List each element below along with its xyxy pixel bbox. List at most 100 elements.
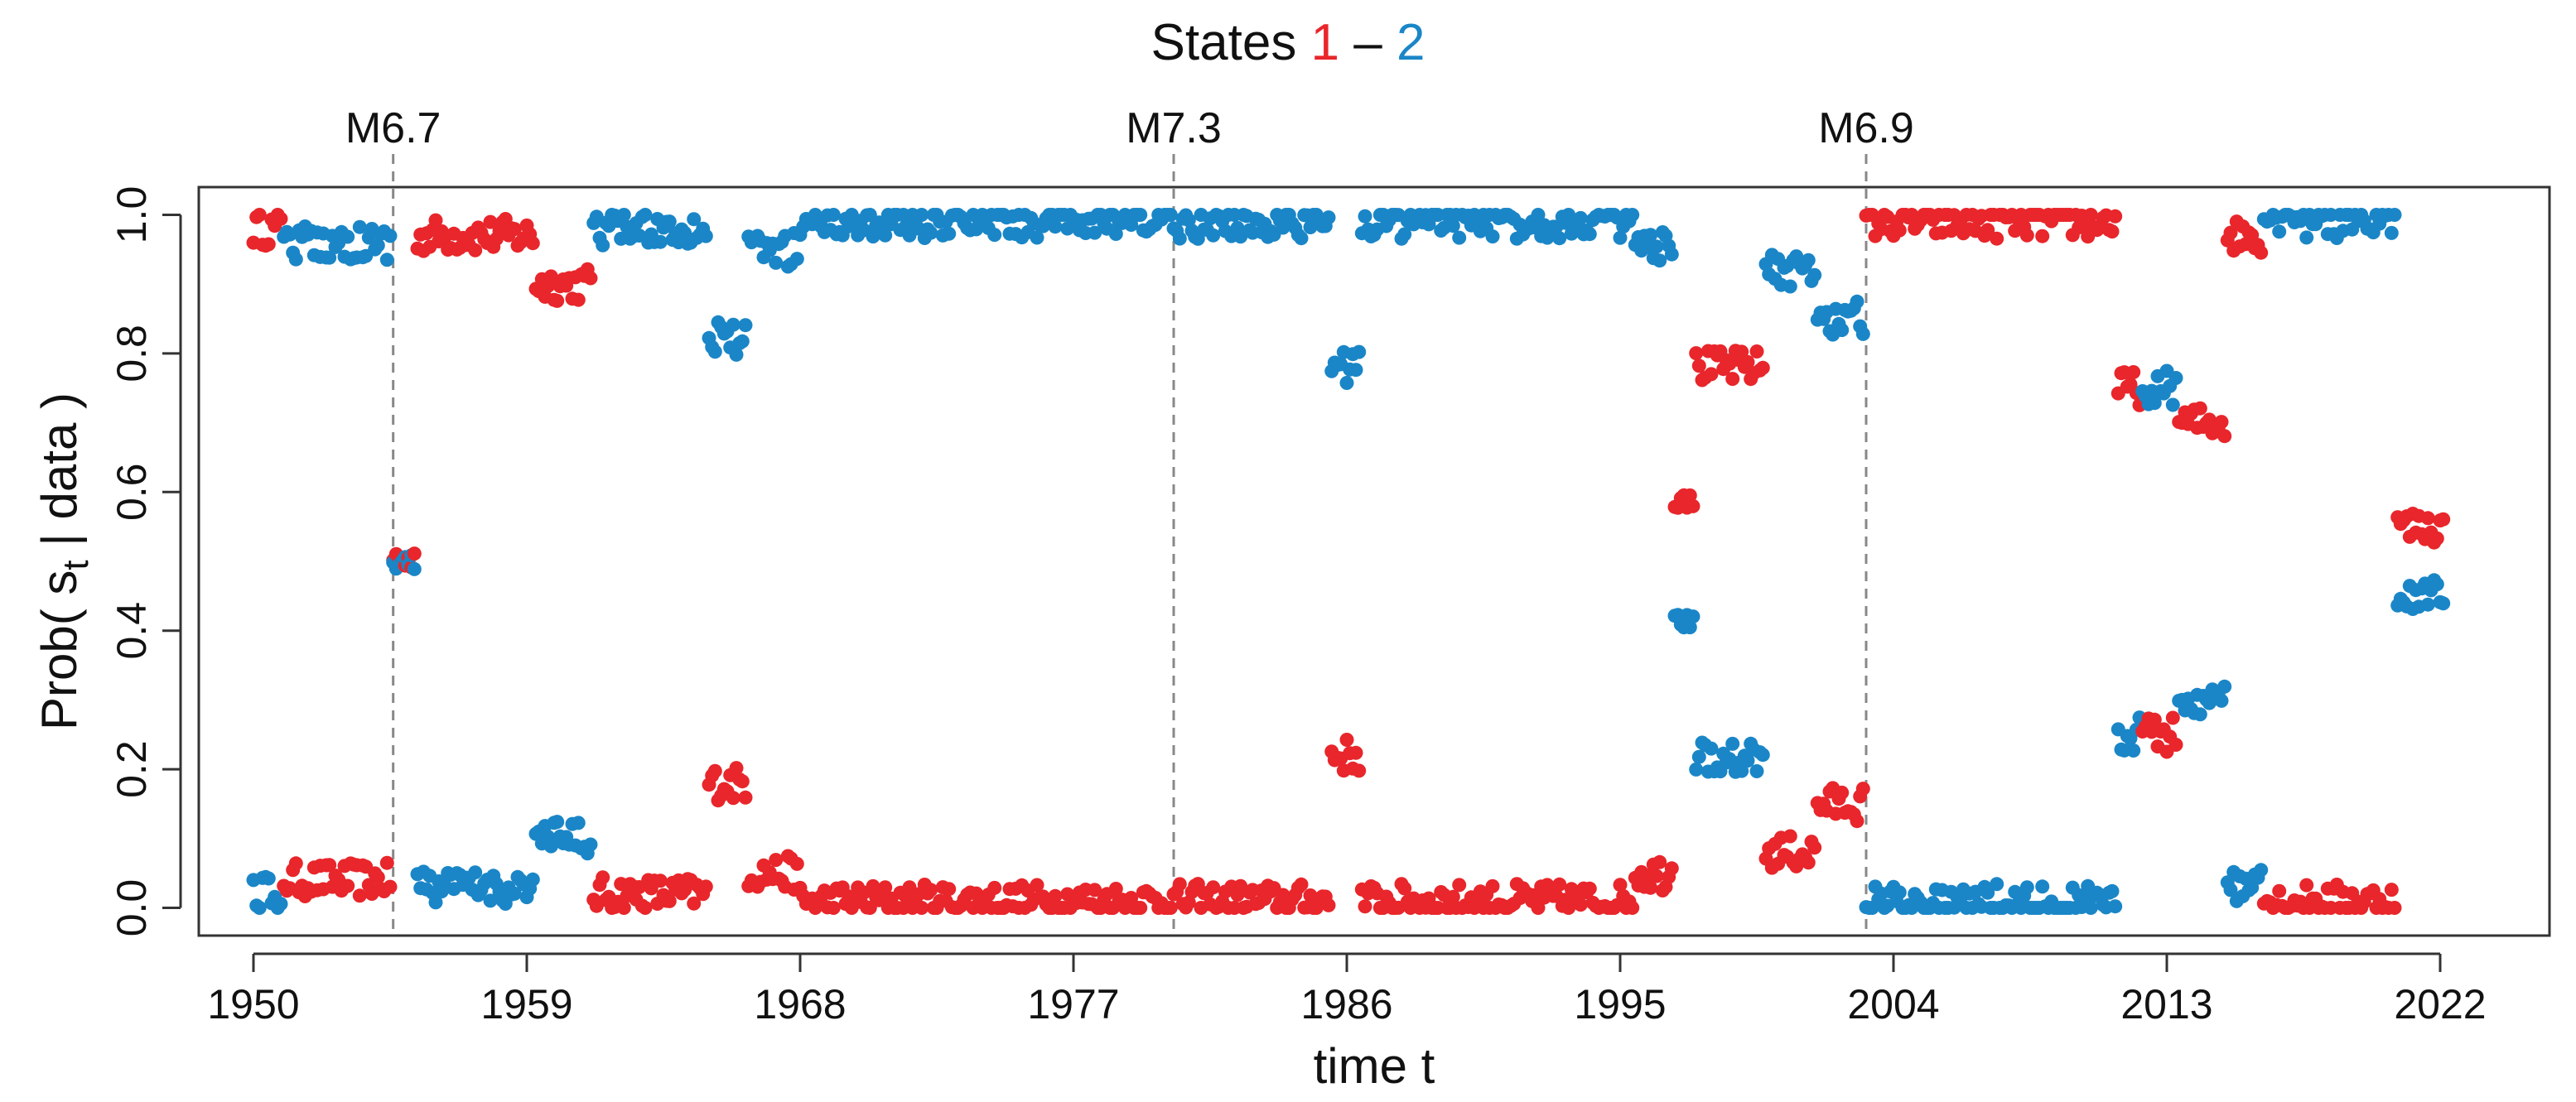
point-state-2 [1664,247,1679,262]
point-state-2 [687,212,702,227]
y-tick-label: 1.0 [109,186,155,244]
point-state-1 [1980,223,1995,238]
point-state-2 [653,234,668,249]
point-state-2 [596,238,610,253]
point-state-1 [616,901,631,915]
point-state-1 [1048,888,1063,903]
point-state-1 [407,546,422,561]
point-state-1 [2299,878,2314,893]
point-state-1 [2147,712,2162,727]
point-state-2 [1855,326,1870,341]
point-state-2 [1582,227,1597,242]
point-state-2 [1445,219,1460,233]
point-state-2 [2019,880,2034,895]
point-state-1 [2223,225,2238,240]
point-state-1 [370,870,385,885]
point-state-1 [789,856,804,871]
point-state-2 [1321,210,1336,225]
point-state-2 [1643,228,1658,243]
point-state-1 [1686,498,1700,513]
point-state-1 [1108,882,1123,896]
point-state-1 [1531,901,1546,915]
point-state-2 [1088,225,1102,240]
point-state-2 [616,208,631,222]
point-state-2 [352,219,367,234]
point-state-1 [483,214,498,229]
event-label: M7.3 [1126,104,1222,152]
point-state-1 [924,883,938,897]
point-state-2 [340,229,355,244]
point-state-2 [2202,695,2217,710]
point-state-1 [1990,231,2004,246]
point-state-2 [698,229,713,243]
point-state-2 [1485,229,1500,244]
point-state-1 [2165,710,2180,725]
point-state-1 [866,878,880,893]
point-state-2 [1625,208,1640,222]
point-state-2 [826,208,841,222]
point-state-2 [878,228,893,243]
point-state-1 [1030,878,1044,893]
x-tick-label: 1968 [754,981,846,1027]
point-state-1 [1664,861,1679,876]
point-state-1 [687,896,702,911]
point-state-1 [1552,877,1567,892]
point-state-2 [1352,344,1367,359]
x-axis: 1950 1959 1968 1977 1986 1995 2004 2013 2022 [207,952,2487,1027]
point-state-2 [1807,267,1822,282]
point-state-2 [2387,208,2402,222]
point-state-2 [1682,620,1697,635]
point-state-2 [1980,885,1995,900]
point-state-1 [1689,346,1704,361]
point-state-2 [1163,208,1178,222]
point-state-1 [1835,785,1850,800]
point-state-2 [261,871,276,886]
point-state-2 [1782,279,1797,294]
point-state-1 [2384,883,2399,897]
point-state-1 [662,893,677,908]
point-state-2 [2436,596,2451,611]
point-state-2 [2192,707,2207,722]
y-tick-label: 0.6 [109,464,155,522]
point-state-1 [1725,372,1740,387]
point-state-2 [789,252,804,267]
point-state-2 [1552,231,1567,246]
point-state-1 [1172,877,1187,892]
point-state-2 [726,317,740,332]
point-state-2 [2429,577,2444,592]
point-state-1 [826,901,841,915]
chart-title: States 1 – 2 [1151,14,1425,71]
point-state-2 [1172,231,1187,246]
point-state-1 [261,237,276,252]
point-state-2 [1801,253,1816,267]
point-state-1 [2108,209,2123,224]
point-state-1 [2387,901,2402,915]
point-state-1 [738,790,753,805]
point-state-2 [2165,397,2180,412]
point-state-2 [987,228,1002,243]
point-state-1 [1704,367,1719,382]
point-state-1 [2168,738,2183,752]
point-state-1 [1321,897,1336,912]
chart-title-prefix: States [1151,14,1311,71]
point-state-2 [2214,693,2229,708]
point-state-1 [1485,878,1500,893]
event-label: M6.7 [345,104,441,152]
point-state-1 [638,901,653,915]
point-state-2 [1850,294,1864,309]
point-state-2 [1835,323,1850,338]
x-tick-label: 1977 [1027,981,1119,1027]
point-state-2 [1348,363,1363,378]
point-state-2 [273,897,288,912]
point-state-2 [571,816,586,830]
point-state-1 [698,879,713,894]
point-state-2 [1339,376,1354,390]
point-state-2 [707,344,722,359]
y-axis-title: Prob( st | data ) [31,392,96,730]
y-tick-label: 0.0 [109,879,155,937]
point-state-1 [987,880,1002,895]
point-state-1 [2436,512,2451,527]
point-state-2 [1397,227,1412,242]
y-tick-label: 0.4 [109,602,155,660]
event-label: M6.9 [1818,104,1914,152]
